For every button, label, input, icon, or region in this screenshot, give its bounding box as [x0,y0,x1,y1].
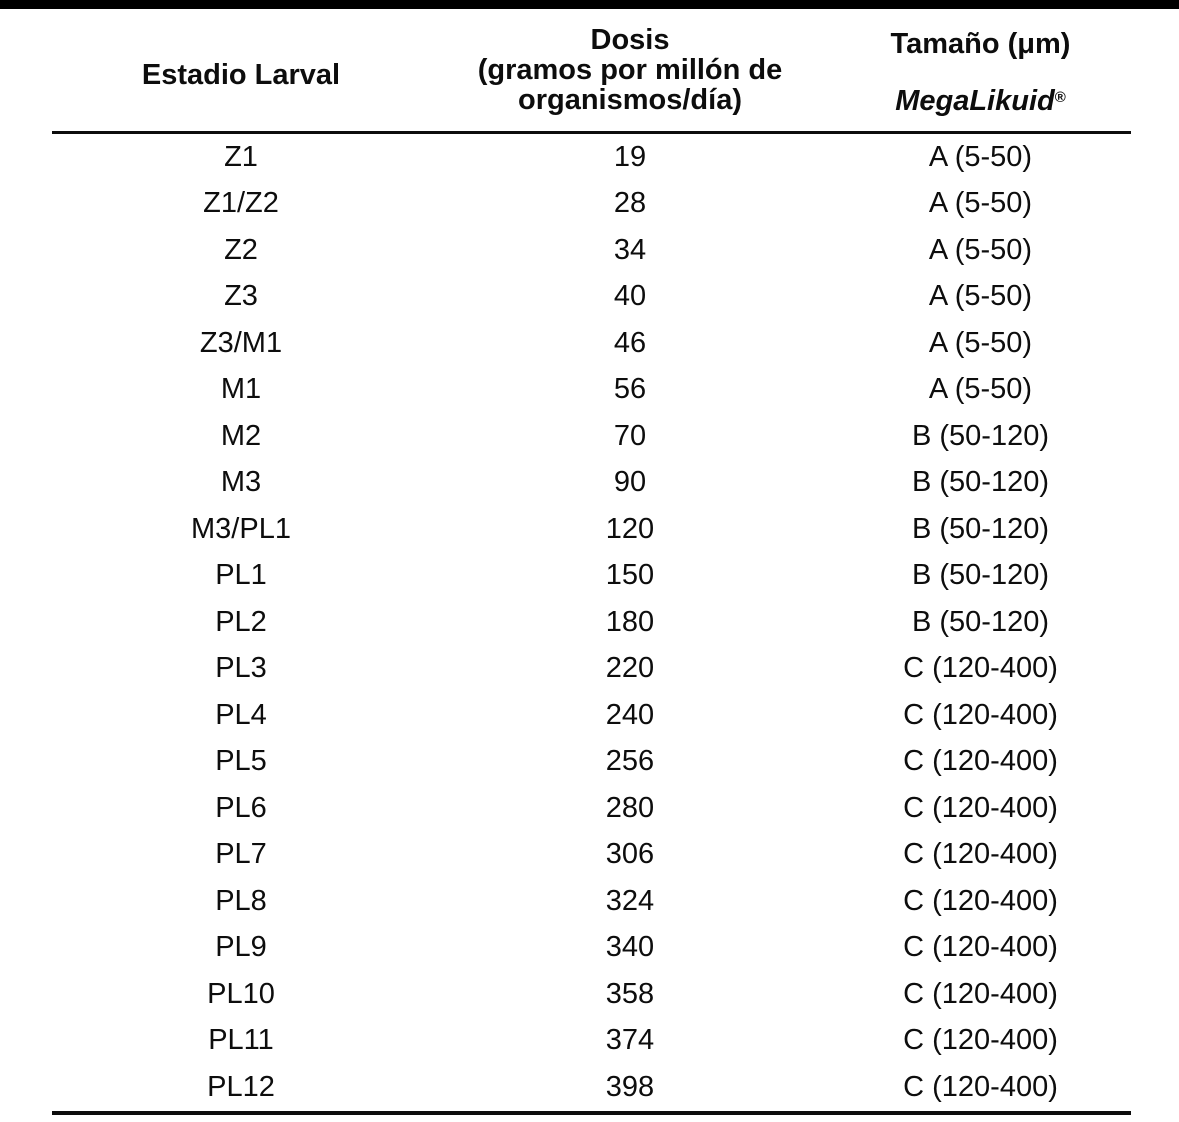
cell-dose: 306 [605,838,655,871]
table-row: PL12 398 C (120-400) [52,1064,1131,1111]
cell-size: A (5-50) [928,140,1033,173]
cell-dose: 90 [613,466,647,499]
cell-larval-stage: Z3/M1 [199,326,283,359]
cell-size: C (120-400) [903,977,1058,1010]
cell-dose: 19 [613,140,647,173]
header-estadio-larval: Estadio Larval [141,58,341,91]
cell-size: C (120-400) [903,1024,1058,1057]
cell-size: B (50-120) [911,512,1049,545]
cell-larval-stage: PL6 [215,791,267,824]
cell-size: A (5-50) [928,326,1033,359]
table-row: PL9 340 C (120-400) [52,925,1131,972]
header-dosis-line3: organismos/día) [518,84,742,116]
table-row: PL6 280 C (120-400) [52,785,1131,832]
cell-dose: 40 [613,280,647,313]
cell-dose: 280 [605,791,655,824]
cell-dose: 28 [613,187,647,220]
dosage-table: Estadio Larval Dosis (gramos por millón … [52,9,1131,1115]
cell-dose: 398 [605,1070,655,1103]
cell-size: B (50-120) [911,419,1049,452]
cell-larval-stage: PL3 [215,652,267,685]
cell-dose: 34 [613,233,647,266]
registered-trademark-symbol: ® [1054,89,1066,106]
header-tamano: Tamaño (μm) MegaLikuid® [830,9,1131,131]
header-tamano-title: Tamaño (μm) [890,28,1071,60]
cell-larval-stage: Z1 [224,140,258,173]
cell-dose: 374 [605,1024,655,1057]
cell-dose: 256 [605,745,655,778]
cell-larval-stage: M3/PL1 [191,512,291,545]
cell-dose: 46 [613,326,647,359]
table-header-row: Estadio Larval Dosis (gramos por millón … [52,9,1131,134]
table-row: PL10 358 C (120-400) [52,971,1131,1018]
cell-larval-stage: PL11 [208,1024,274,1057]
cell-larval-stage: M2 [220,419,262,452]
cell-larval-stage: M1 [220,373,262,406]
cell-dose: 240 [605,698,655,731]
cell-larval-stage: Z1/Z2 [203,187,279,220]
cell-size: B (50-120) [911,605,1049,638]
table-row: PL5 256 C (120-400) [52,739,1131,786]
table-row: M1 56 A (5-50) [52,367,1131,414]
cell-larval-stage: Z2 [224,233,258,266]
cell-size: C (120-400) [903,698,1058,731]
cell-size: A (5-50) [928,280,1033,313]
cell-size: B (50-120) [911,466,1049,499]
cell-size: A (5-50) [928,233,1033,266]
table-row: PL2 180 B (50-120) [52,599,1131,646]
table-body: Z1 19 A (5-50) Z1/Z2 28 A (5-50) Z2 34 A… [52,134,1131,1115]
cell-larval-stage: PL9 [215,931,267,964]
cell-size: C (120-400) [903,931,1058,964]
header-brand: MegaLikuid® [830,83,1131,116]
header-dosis: Dosis (gramos por millón de organismos/d… [430,9,830,131]
cell-size: C (120-400) [903,884,1058,917]
header-dosis-line2: (gramos por millón de [477,54,783,86]
cell-larval-stage: PL4 [215,698,267,731]
cell-larval-stage: PL10 [207,977,275,1010]
table-row: Z2 34 A (5-50) [52,227,1131,274]
table-row: Z1 19 A (5-50) [52,134,1131,181]
cell-larval-stage: PL2 [215,605,267,638]
cell-dose: 358 [605,977,655,1010]
table-row: PL3 220 C (120-400) [52,646,1131,693]
table-row: Z3/M1 46 A (5-50) [52,320,1131,367]
cell-larval-stage: PL1 [215,559,267,592]
table-row: PL11 374 C (120-400) [52,1018,1131,1065]
table-row: Z3 40 A (5-50) [52,274,1131,321]
cell-dose: 324 [605,884,655,917]
header-dosis-line1: Dosis [590,24,670,56]
top-black-bar [0,0,1179,9]
table-row: PL7 306 C (120-400) [52,832,1131,879]
cell-larval-stage: PL12 [207,1070,275,1103]
table-row: PL4 240 C (120-400) [52,692,1131,739]
cell-size: C (120-400) [903,838,1058,871]
cell-dose: 150 [605,559,655,592]
cell-larval-stage: Z3 [224,280,258,313]
cell-larval-stage: PL7 [215,838,267,871]
cell-dose: 56 [613,373,647,406]
cell-size: C (120-400) [903,745,1058,778]
table-row: M3 90 B (50-120) [52,460,1131,507]
cell-size: B (50-120) [911,559,1049,592]
cell-size: A (5-50) [928,373,1033,406]
cell-size: C (120-400) [903,791,1058,824]
cell-size: C (120-400) [903,1070,1058,1103]
cell-larval-stage: PL8 [215,884,267,917]
cell-larval-stage: PL5 [215,745,267,778]
cell-dose: 120 [605,512,655,545]
table-row: M3/PL1 120 B (50-120) [52,506,1131,553]
table-row: Z1/Z2 28 A (5-50) [52,181,1131,228]
cell-dose: 340 [605,931,655,964]
table-row: M2 70 B (50-120) [52,413,1131,460]
cell-size: A (5-50) [928,187,1033,220]
cell-dose: 180 [605,605,655,638]
cell-size: C (120-400) [903,652,1058,685]
cell-larval-stage: M3 [220,466,262,499]
table-row: PL8 324 C (120-400) [52,878,1131,925]
header-brand-name: MegaLikuid [895,85,1055,117]
cell-dose: 220 [605,652,655,685]
table-row: PL1 150 B (50-120) [52,553,1131,600]
cell-dose: 70 [613,419,647,452]
